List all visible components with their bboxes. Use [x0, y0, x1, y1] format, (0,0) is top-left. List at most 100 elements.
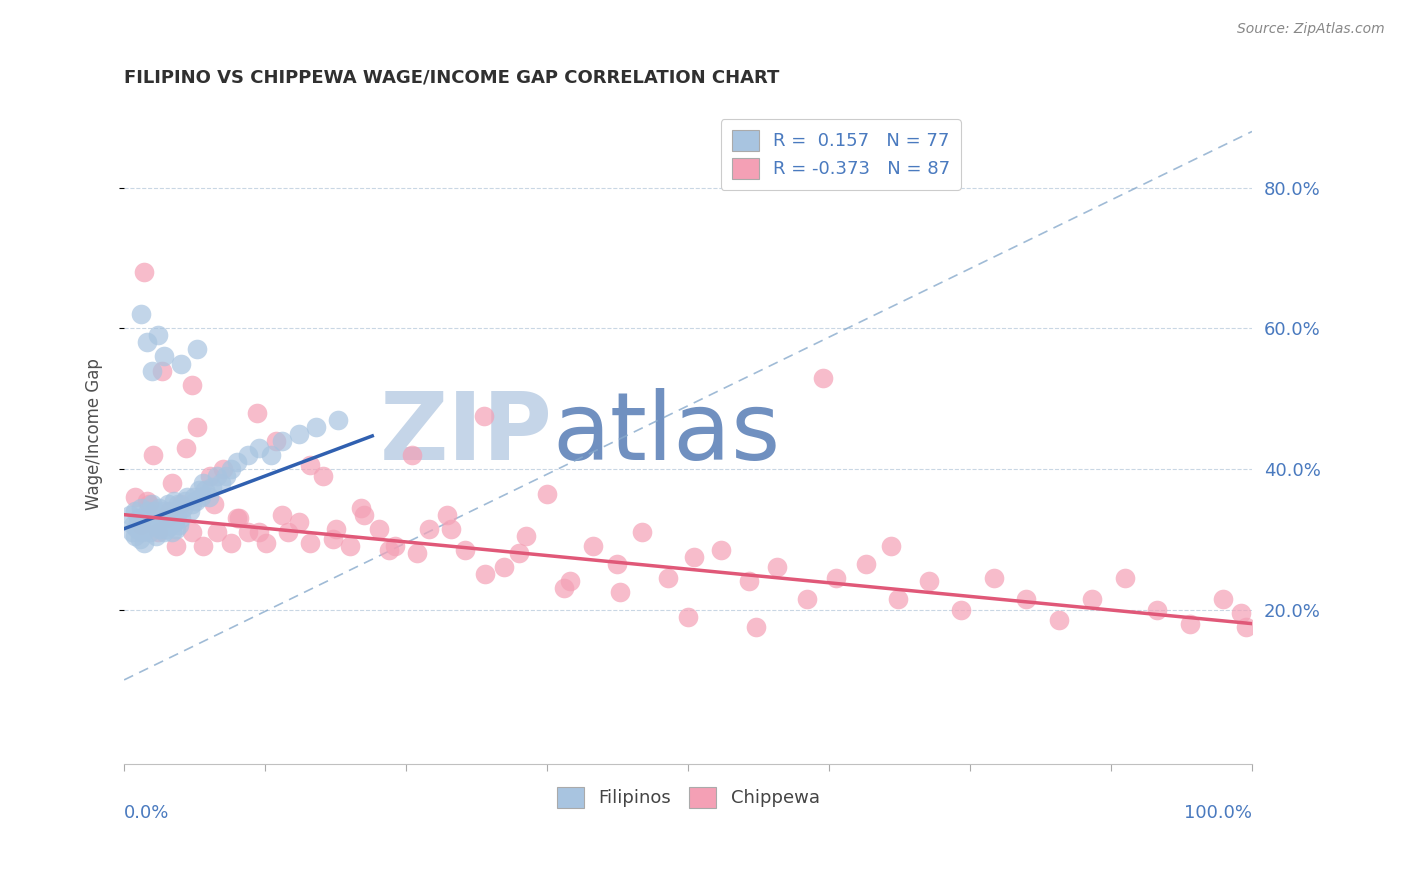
Point: [190, 490, 212, 504]
Point: [145, 529, 167, 543]
Point: [141, 363, 163, 377]
Point: [129, 500, 152, 515]
Point: [156, 522, 179, 536]
Point: [494, 560, 516, 574]
Point: [1178, 616, 1201, 631]
Point: [180, 377, 202, 392]
Point: [138, 497, 160, 511]
Point: [214, 469, 236, 483]
Point: [950, 602, 973, 616]
Point: [350, 500, 373, 515]
Point: [260, 448, 283, 462]
Point: [813, 370, 835, 384]
Point: [149, 522, 172, 536]
Point: [187, 483, 209, 497]
Point: [472, 409, 495, 424]
Point: [159, 518, 181, 533]
Point: [162, 504, 184, 518]
Point: [148, 500, 170, 515]
Point: [146, 518, 169, 533]
Point: [174, 441, 197, 455]
Point: [1081, 592, 1104, 607]
Point: [160, 525, 183, 540]
Text: 100.0%: 100.0%: [1184, 804, 1251, 822]
Point: [135, 511, 157, 525]
Point: [157, 504, 180, 518]
Text: ZIP: ZIP: [380, 388, 553, 480]
Point: [682, 549, 704, 564]
Point: [249, 441, 271, 455]
Point: [228, 511, 250, 525]
Point: [202, 497, 225, 511]
Point: [134, 265, 156, 279]
Point: [454, 542, 477, 557]
Point: [197, 490, 219, 504]
Point: [339, 539, 361, 553]
Point: [226, 511, 249, 525]
Point: [378, 542, 401, 557]
Point: [153, 504, 176, 518]
Point: [918, 574, 941, 589]
Point: [146, 511, 169, 525]
Point: [152, 518, 174, 533]
Point: [582, 539, 605, 553]
Point: [174, 493, 197, 508]
Point: [401, 448, 423, 462]
Point: [191, 476, 214, 491]
Point: [887, 592, 910, 607]
Point: [855, 557, 877, 571]
Point: [515, 529, 537, 543]
Point: [606, 557, 628, 571]
Point: [277, 525, 299, 540]
Point: [1015, 592, 1038, 607]
Point: [745, 620, 768, 634]
Point: [368, 522, 391, 536]
Point: [311, 469, 333, 483]
Point: [125, 522, 148, 536]
Point: [135, 493, 157, 508]
Point: [880, 539, 903, 553]
Point: [508, 546, 530, 560]
Point: [156, 511, 179, 525]
Point: [201, 479, 224, 493]
Point: [141, 497, 163, 511]
Point: [824, 571, 846, 585]
Point: [121, 525, 143, 540]
Point: [136, 504, 159, 518]
Point: [169, 518, 191, 533]
Point: [436, 508, 458, 522]
Point: [226, 455, 249, 469]
Point: [152, 525, 174, 540]
Text: 0.0%: 0.0%: [124, 804, 170, 822]
Text: Source: ZipAtlas.com: Source: ZipAtlas.com: [1237, 22, 1385, 37]
Point: [238, 448, 260, 462]
Point: [142, 448, 165, 462]
Text: atlas: atlas: [553, 388, 780, 480]
Point: [152, 363, 174, 377]
Point: [271, 434, 294, 448]
Point: [157, 511, 180, 525]
Point: [657, 571, 679, 585]
Point: [150, 511, 173, 525]
Point: [129, 307, 152, 321]
Point: [166, 508, 188, 522]
Point: [135, 335, 157, 350]
Point: [299, 458, 322, 473]
Point: [131, 525, 153, 540]
Point: [172, 500, 194, 515]
Point: [254, 536, 277, 550]
Point: [138, 515, 160, 529]
Point: [124, 529, 146, 543]
Point: [186, 343, 208, 357]
Text: FILIPINO VS CHIPPEWA WAGE/INCOME GAP CORRELATION CHART: FILIPINO VS CHIPPEWA WAGE/INCOME GAP COR…: [124, 69, 779, 87]
Point: [353, 508, 375, 522]
Point: [288, 426, 311, 441]
Point: [1114, 571, 1136, 585]
Point: [609, 585, 631, 599]
Point: [169, 357, 191, 371]
Point: [796, 592, 818, 607]
Point: [406, 546, 429, 560]
Point: [132, 518, 155, 533]
Point: [418, 522, 440, 536]
Point: [165, 539, 187, 553]
